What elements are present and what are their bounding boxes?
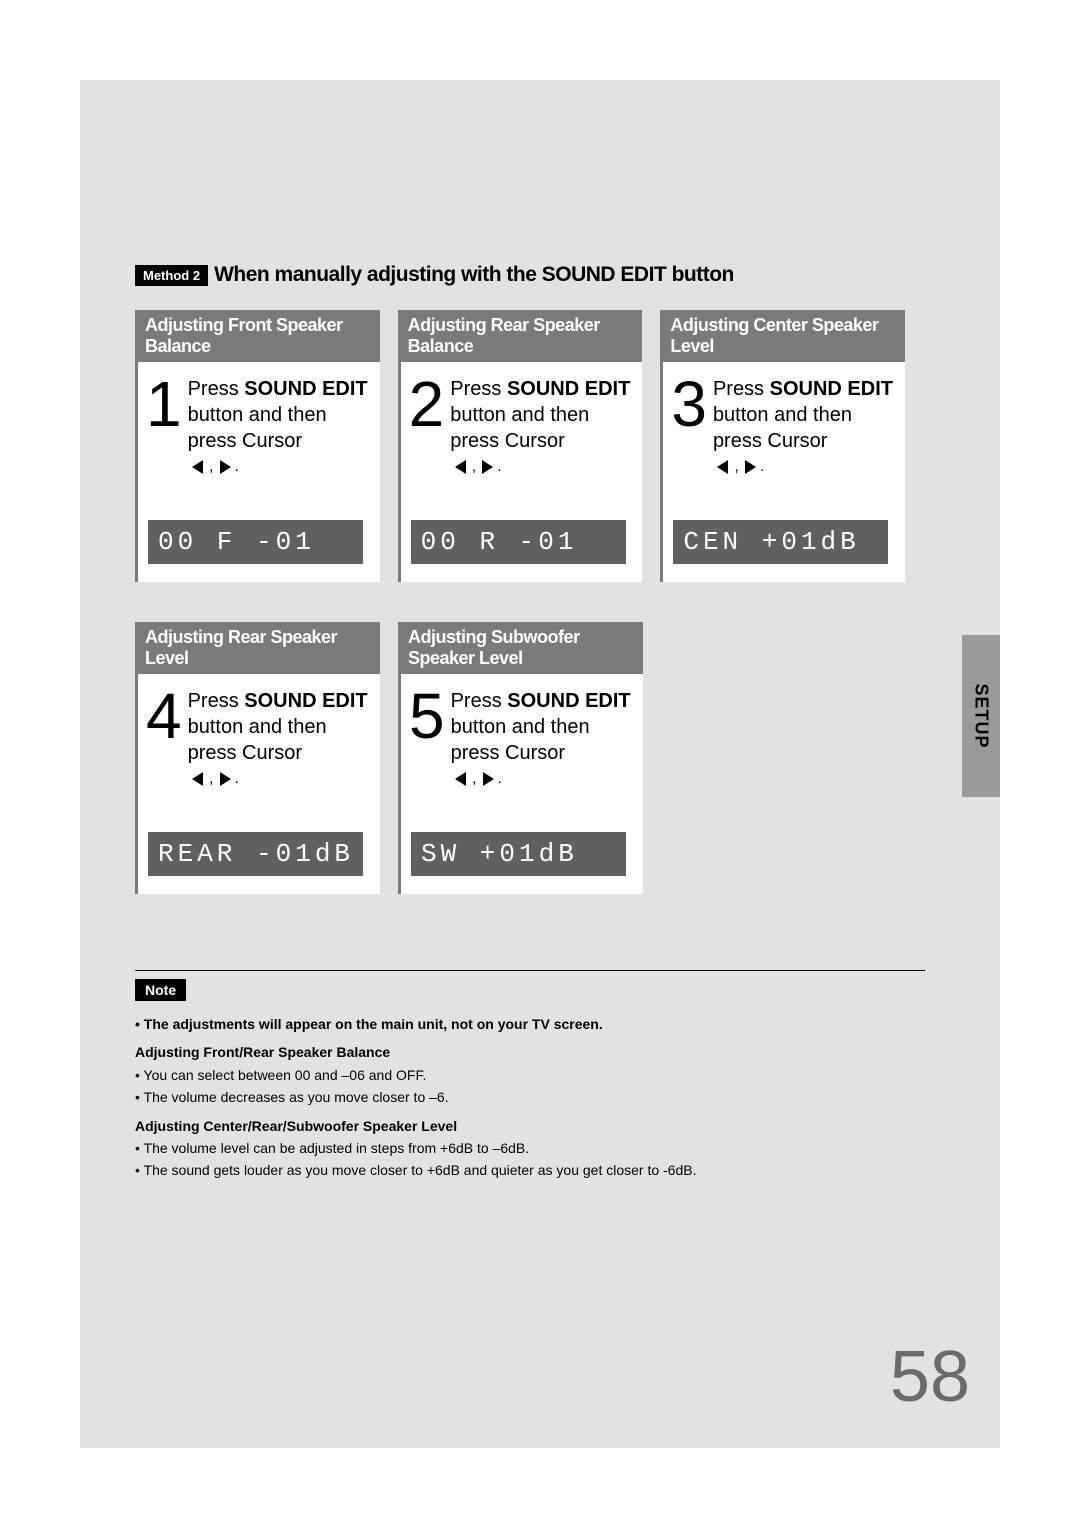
step-number: 3 [671,372,707,436]
step-body: 5 Press SOUND EDIT button and then press… [398,674,643,894]
lcd-display: SW +01dB [411,832,626,876]
note-item: You can select between 00 and –06 and OF… [135,1064,925,1086]
step-header: Adjusting Front Speaker Balance [135,310,380,362]
step-header: Adjusting Subwoofer Speaker Level [398,622,643,674]
text-soundedit: SOUND EDIT [770,378,893,400]
text-soundedit: SOUND EDIT [507,690,630,712]
text-press: Press [451,690,508,712]
manual-page: Method 2 When manually adjusting with th… [80,80,1000,1448]
step-1: Adjusting Front Speaker Balance 1 Press … [135,310,380,582]
text-button: button and then press Cursor [451,716,590,764]
cursor-row: , . [146,766,372,787]
side-tab-label: SETUP [971,683,992,748]
step-number: 1 [146,372,182,436]
text-soundedit: SOUND EDIT [244,378,367,400]
step-3: Adjusting Center Speaker Level 3 Press S… [660,310,905,582]
arrow-left-icon [192,772,203,786]
cursor-row: , . [671,454,897,475]
step-number: 4 [146,684,182,748]
text-button: button and then press Cursor [713,404,852,452]
method-heading: Method 2 When manually adjusting with th… [135,263,734,287]
arrow-left-icon [455,460,466,474]
lcd-display: CEN +01dB [673,520,888,564]
steps-container: Adjusting Front Speaker Balance 1 Press … [135,310,905,934]
step-row-1: Adjusting Front Speaker Balance 1 Press … [135,310,905,582]
text-press: Press [188,378,245,400]
note-subhead-2: Adjusting Center/Rear/Subwoofer Speaker … [135,1115,925,1137]
step-5: Adjusting Subwoofer Speaker Level 5 Pres… [398,622,643,894]
arrow-left-icon [717,460,728,474]
cursor-row: , . [409,766,635,787]
note-section: Note The adjustments will appear on the … [135,970,925,1182]
text-press: Press [450,378,507,400]
note-item: The sound gets louder as you move closer… [135,1159,925,1181]
step-4: Adjusting Rear Speaker Level 4 Press SOU… [135,622,380,894]
step-row-2: Adjusting Rear Speaker Level 4 Press SOU… [135,622,905,894]
note-subhead-1: Adjusting Front/Rear Speaker Balance [135,1041,925,1063]
note-lead: The adjustments will appear on the main … [135,1013,925,1035]
cursor-row: , . [409,454,635,475]
step-body: 3 Press SOUND EDIT button and then press… [660,362,905,582]
method-title: When manually adjusting with the SOUND E… [214,263,734,287]
step-number: 5 [409,684,445,748]
text-button: button and then press Cursor [450,404,589,452]
step-body: 4 Press SOUND EDIT button and then press… [135,674,380,894]
lcd-display: 00 F -01 [148,520,363,564]
note-item: The volume decreases as you move closer … [135,1086,925,1108]
arrow-right-icon [745,460,756,474]
cursor-row: , . [146,454,372,475]
divider [135,970,925,971]
arrow-left-icon [455,772,466,786]
arrow-right-icon [482,460,493,474]
page-number: 58 [890,1336,970,1418]
arrow-right-icon [483,772,494,786]
note-badge: Note [135,979,186,1001]
method-badge: Method 2 [135,265,208,286]
arrow-left-icon [192,460,203,474]
arrow-right-icon [220,772,231,786]
lcd-display: REAR -01dB [148,832,363,876]
text-soundedit: SOUND EDIT [507,378,630,400]
arrow-right-icon [220,460,231,474]
note-body: The adjustments will appear on the main … [135,1013,925,1182]
text-soundedit: SOUND EDIT [244,690,367,712]
step-header: Adjusting Rear Speaker Level [135,622,380,674]
text-press: Press [188,690,245,712]
step-header: Adjusting Rear Speaker Balance [398,310,643,362]
side-tab: SETUP [962,635,1000,797]
step-body: 1 Press SOUND EDIT button and then press… [135,362,380,582]
step-2: Adjusting Rear Speaker Balance 2 Press S… [398,310,643,582]
lcd-display: 00 R -01 [411,520,626,564]
step-body: 2 Press SOUND EDIT button and then press… [398,362,643,582]
step-number: 2 [409,372,445,436]
text-button: button and then press Cursor [188,404,327,452]
text-button: button and then press Cursor [188,716,327,764]
text-press: Press [713,378,770,400]
note-item: The volume level can be adjusted in step… [135,1137,925,1159]
step-header: Adjusting Center Speaker Level [660,310,905,362]
